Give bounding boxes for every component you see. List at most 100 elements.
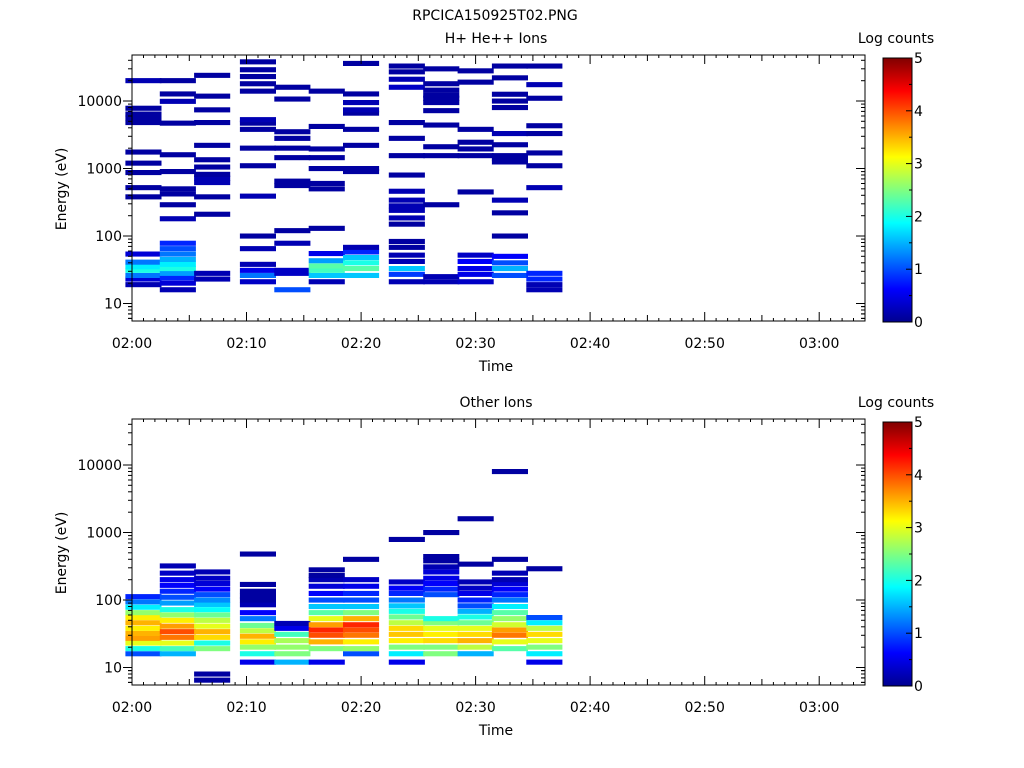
heatmap-cell [491, 556, 528, 562]
y-tick-label: 100 [95, 229, 122, 245]
heatmap-cell [423, 108, 460, 114]
heatmap-cell [159, 191, 196, 197]
heatmap-cell [159, 91, 196, 97]
heatmap-cell [423, 638, 460, 644]
heatmap-cell [343, 639, 380, 645]
heatmap-cell [125, 111, 162, 117]
heatmap-cell [491, 610, 528, 616]
heatmap-cell [274, 129, 311, 135]
colorbar-tick-label: 4 [914, 104, 923, 120]
heatmap-cell [526, 185, 563, 191]
heatmap-cell [457, 561, 494, 567]
heatmap-cell [343, 616, 380, 622]
heatmap-cell [457, 625, 494, 631]
heatmap-cell [526, 644, 563, 650]
heatmap-cell [491, 159, 528, 165]
heatmap-cell [491, 604, 528, 610]
heatmap-cell [423, 279, 460, 285]
y-tick-label: 1000 [86, 526, 122, 542]
heatmap-cell [343, 169, 380, 175]
heatmap-cell [526, 651, 563, 657]
heatmap-cell [308, 186, 345, 192]
heatmap-cell [308, 632, 345, 638]
heatmap-cell [125, 170, 162, 176]
heatmap-cell [159, 594, 196, 600]
heatmap-cell [239, 233, 276, 239]
heatmap-cell [343, 577, 380, 583]
heatmap-cell [457, 590, 494, 596]
heatmap-cell [388, 603, 425, 609]
panel-1-ylabel: Energy (eV) [54, 148, 70, 231]
heatmap-cell [194, 270, 231, 276]
heatmap-cell [343, 646, 380, 652]
heatmap-cell [308, 597, 345, 603]
heatmap-cell [343, 556, 380, 562]
heatmap-cell [308, 258, 345, 264]
heatmap-cell [423, 620, 460, 626]
heatmap-cell [457, 608, 494, 614]
heatmap-cell [125, 276, 162, 282]
heatmap-cell [308, 146, 345, 152]
heatmap-cell [343, 110, 380, 116]
heatmap-cell [159, 270, 196, 276]
heatmap-cell [491, 142, 528, 148]
panel-2-ylabel: Energy (eV) [54, 512, 70, 595]
heatmap-cell [308, 639, 345, 645]
heatmap-cell [274, 631, 311, 637]
heatmap-cell [125, 185, 162, 191]
heatmap-cell [308, 573, 345, 579]
heatmap-cell [159, 646, 196, 652]
heatmap-cell [423, 274, 460, 280]
heatmap-cell [343, 272, 380, 278]
heatmap-cell [388, 188, 425, 194]
heatmap-cell [526, 620, 563, 626]
heatmap-cell [194, 617, 231, 623]
heatmap-cell [194, 601, 231, 607]
heatmap-cell [125, 604, 162, 610]
heatmap-cell [159, 216, 196, 222]
heatmap-cell [457, 638, 494, 644]
heatmap-cell [308, 251, 345, 257]
heatmap-cell [388, 153, 425, 159]
heatmap-cell [239, 279, 276, 285]
heatmap-cell [274, 267, 311, 273]
heatmap-cell [423, 592, 460, 598]
heatmap-cell [239, 597, 276, 603]
heatmap-cell [423, 81, 460, 87]
heatmap-cell [457, 620, 494, 626]
heatmap-cell [308, 166, 345, 172]
y-tick-label: 100 [95, 593, 122, 609]
heatmap-cell [343, 260, 380, 266]
heatmap-cell [308, 155, 345, 161]
heatmap-cell [457, 126, 494, 132]
heatmap-cell [457, 279, 494, 285]
heatmap-cell [194, 646, 231, 652]
heatmap-cell [491, 253, 528, 259]
heatmap-cell [423, 554, 460, 560]
heatmap-cell [308, 577, 345, 583]
heatmap-cell [423, 616, 460, 622]
heatmap-cell [526, 615, 563, 621]
heatmap-cell [343, 244, 380, 250]
heatmap-cell [343, 91, 380, 97]
heatmap-cell [308, 225, 345, 231]
heatmap-cell [159, 261, 196, 267]
heatmap-cell [239, 593, 276, 599]
heatmap-cell [125, 282, 162, 288]
heatmap-cell [388, 84, 425, 90]
heatmap-cell [526, 276, 563, 282]
heatmap-cell [308, 567, 345, 573]
heatmap-cell [457, 68, 494, 74]
heatmap-cell [239, 581, 276, 587]
heatmap-cell [423, 625, 460, 631]
heatmap-cell [526, 282, 563, 288]
heatmap-cell [526, 638, 563, 644]
panel-1-colorbar-label: Log counts [858, 31, 934, 47]
heatmap-cell [125, 630, 162, 636]
x-tick-label: 03:00 [799, 336, 839, 352]
heatmap-cell [343, 651, 380, 657]
heatmap-cell [239, 126, 276, 132]
heatmap-cell [308, 88, 345, 94]
heatmap-cell [194, 142, 231, 148]
heatmap-cell [388, 597, 425, 603]
